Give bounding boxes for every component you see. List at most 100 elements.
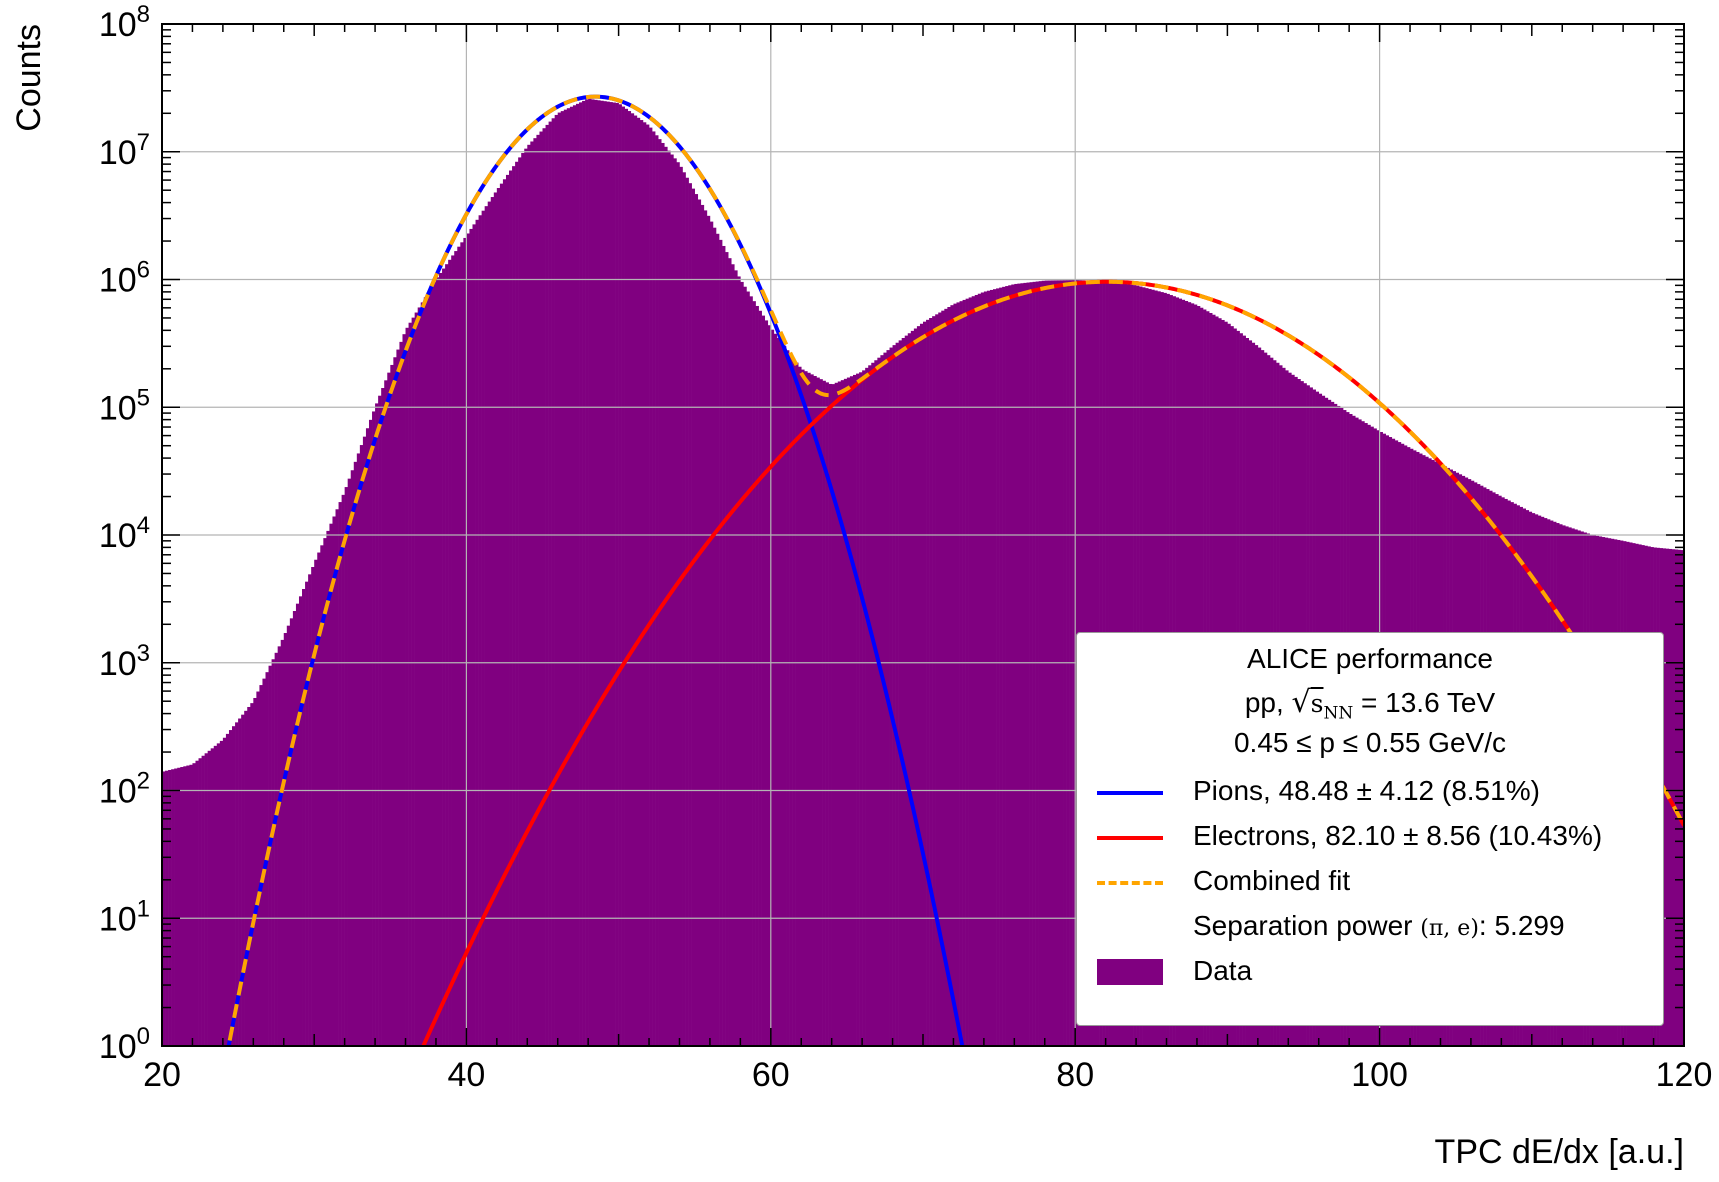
histogram-bar — [192, 763, 196, 1046]
histogram-bar — [183, 766, 187, 1046]
fit-curves — [226, 94, 1684, 1046]
histogram-bar — [551, 118, 555, 1046]
histogram-bar — [280, 639, 285, 1046]
legend-entry-electrons: Electrons, 82.10 ± 8.56 (10.43%) — [1087, 818, 1657, 858]
histogram-bar — [524, 148, 528, 1046]
histogram-bar — [575, 103, 580, 1046]
histogram-bar — [630, 113, 635, 1046]
histogram-bar — [502, 179, 507, 1046]
histogram-bar — [798, 366, 802, 1046]
histogram-bar — [585, 99, 589, 1046]
histogram-bar — [679, 166, 683, 1046]
histogram-bar — [311, 567, 315, 1046]
separation-label: Separation power — [1193, 910, 1413, 941]
histogram-bar — [256, 691, 260, 1046]
x-axis-label: TPC dE/dx [a.u.] — [1435, 1133, 1684, 1171]
histogram-bar — [840, 380, 845, 1046]
histogram-bar — [341, 494, 345, 1046]
histogram-bar — [779, 342, 784, 1046]
histogram-bar — [770, 329, 775, 1046]
histogram-bar — [694, 194, 699, 1046]
histogram-bar — [743, 286, 747, 1046]
histogram-bar — [761, 315, 766, 1046]
histogram-bar — [926, 319, 930, 1046]
histogram-bar — [706, 215, 711, 1046]
histogram-bar — [381, 388, 385, 1046]
histogram-bar — [871, 362, 875, 1046]
histogram-bar — [475, 219, 479, 1046]
electrons-label: Electrons, — [1193, 820, 1318, 851]
histogram-bar — [971, 296, 976, 1046]
histogram-bar — [411, 317, 415, 1046]
histogram-bar — [664, 146, 668, 1046]
histogram-bar — [1677, 549, 1682, 1046]
histogram-bar — [725, 252, 729, 1046]
histogram-bar — [859, 372, 863, 1046]
histogram-bar — [162, 771, 166, 1046]
histogram-bar — [454, 251, 458, 1046]
histogram-bar — [195, 760, 199, 1046]
histogram-bar — [892, 345, 896, 1046]
histogram-bar — [213, 745, 218, 1046]
histogram-bar — [518, 157, 522, 1046]
histogram-bar — [1035, 281, 1039, 1046]
histogram-bar — [1680, 550, 1684, 1046]
histogram-bar — [786, 350, 790, 1046]
histogram-bar — [825, 382, 829, 1046]
histogram-bar — [649, 127, 653, 1046]
histogram-bar — [700, 204, 705, 1046]
histogram-bar — [228, 730, 233, 1046]
histogram-bar — [305, 581, 309, 1046]
separation-label-group: Separation power (π, e): 5.299 — [1193, 910, 1565, 942]
y-tick-label: 108 — [99, 1, 150, 44]
histogram-bar — [874, 360, 878, 1046]
electrons-label-group: Electrons, 82.10 ± 8.56 (10.43%) — [1193, 820, 1602, 852]
histogram-bar — [709, 221, 714, 1046]
histogram-bar — [442, 268, 446, 1046]
histogram-bar — [493, 192, 498, 1046]
histogram-bar — [682, 172, 686, 1046]
histogram-bar — [1029, 282, 1033, 1046]
electrons-key — [1097, 836, 1163, 840]
x-tick-label: 20 — [143, 1056, 181, 1094]
histogram-bar — [560, 111, 565, 1046]
histogram-bar — [232, 726, 236, 1046]
histogram-bar — [320, 545, 324, 1046]
separation-value: : 5.299 — [1478, 910, 1565, 941]
histogram-bar — [445, 264, 449, 1046]
histogram-bar — [207, 750, 211, 1046]
histogram-bar — [350, 470, 355, 1046]
histogram-bar — [515, 161, 519, 1046]
histogram-bar — [767, 325, 772, 1046]
combined-label: Combined fit — [1193, 865, 1351, 896]
histogram-bar — [582, 100, 586, 1046]
histogram-bar — [639, 120, 644, 1046]
histogram-bar — [250, 703, 254, 1046]
histogram-bar — [308, 574, 312, 1046]
histogram-bar — [944, 308, 948, 1046]
histogram-bar — [432, 282, 437, 1046]
histogram-bar — [1008, 285, 1012, 1046]
histogram-bar — [941, 310, 945, 1046]
histogram-bar — [271, 659, 275, 1046]
legend-entry-separation: Separation power (π, e): 5.299 — [1087, 908, 1657, 948]
histogram-bar — [396, 349, 400, 1046]
histogram-bar — [423, 297, 428, 1046]
histogram-bar — [512, 166, 516, 1046]
histogram-bar — [359, 445, 364, 1046]
x-tick-label: 60 — [752, 1056, 790, 1094]
histogram-bar — [807, 372, 811, 1046]
histogram-bar — [938, 312, 942, 1046]
histogram-bar — [993, 289, 997, 1046]
histogram-bar — [235, 722, 239, 1046]
electrons-fit-curve — [421, 279, 1684, 1046]
data-key — [1097, 959, 1163, 985]
histogram-bar — [463, 237, 467, 1046]
histogram-bar — [929, 318, 933, 1046]
histogram-bar — [703, 210, 708, 1046]
histogram-bar — [810, 374, 814, 1046]
histogram-bar — [295, 603, 300, 1046]
histogram-bar — [579, 102, 583, 1046]
histogram-bar — [417, 307, 422, 1046]
histogram-bar — [344, 487, 348, 1046]
